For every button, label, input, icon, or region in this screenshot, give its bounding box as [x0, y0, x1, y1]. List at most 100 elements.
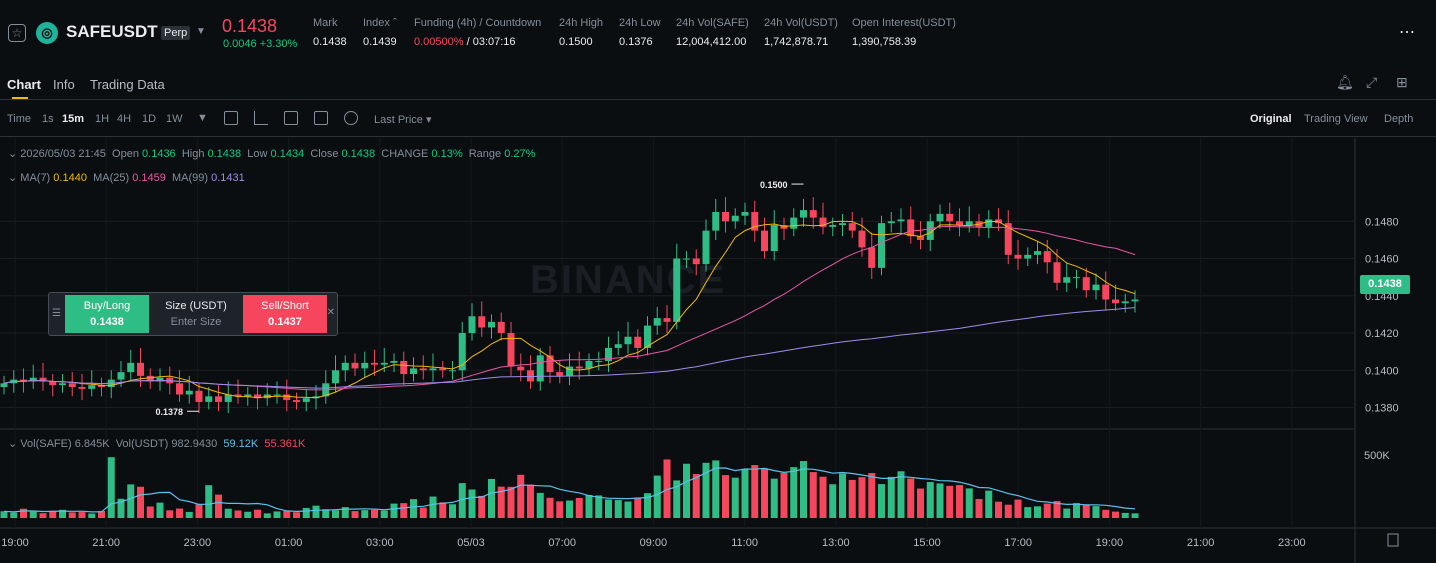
- volume-bar: [380, 510, 388, 518]
- time-tick-label: 17:00: [1004, 537, 1032, 549]
- volume-bar: [692, 474, 700, 518]
- star-icon[interactable]: ☆: [8, 24, 26, 42]
- candle-body: [127, 362, 135, 373]
- coin-logo: ◎: [36, 22, 58, 44]
- candle-body: [351, 362, 359, 369]
- time-tick-label: 07:00: [548, 537, 576, 549]
- candle-body: [790, 217, 798, 229]
- volume-bar: [176, 508, 183, 518]
- volume-bar: [361, 510, 369, 518]
- candle-body: [917, 236, 924, 240]
- chevron-down-icon[interactable]: ⌄: [8, 438, 18, 450]
- view-depth[interactable]: Depth: [1384, 113, 1414, 125]
- bell-icon[interactable]: 🔔︎: [1336, 74, 1354, 90]
- layout-grid-icon[interactable]: ⊞: [1396, 74, 1408, 90]
- candle-body: [800, 210, 807, 218]
- interval-1s[interactable]: 1s: [42, 113, 54, 125]
- expand-icon[interactable]: ⤢: [1366, 74, 1378, 90]
- drag-handle-icon[interactable]: ☰: [52, 308, 61, 319]
- interval-4h[interactable]: 4H: [117, 113, 132, 125]
- volume-bar: [751, 465, 759, 518]
- candle-body: [1043, 251, 1051, 263]
- candle-body: [458, 333, 466, 371]
- time-tick-label: 19:00: [1, 537, 29, 549]
- interval-1h[interactable]: 1H: [95, 113, 110, 125]
- indicators-icon[interactable]: [314, 111, 328, 125]
- volume-bar: [907, 478, 915, 518]
- volume-bar: [195, 504, 203, 518]
- close-icon[interactable]: ✕: [326, 307, 335, 318]
- candle-body: [29, 377, 37, 382]
- volume-bar: [644, 493, 651, 518]
- volume-bar: [1034, 506, 1041, 518]
- buy-long-button[interactable]: Buy/Long 0.1438: [65, 295, 149, 333]
- volume-bar: [107, 457, 115, 518]
- time-tick-label: 21:00: [92, 537, 120, 549]
- volume-bar: [868, 473, 876, 518]
- ma99-line: [3, 307, 1136, 389]
- volume-bar: [722, 475, 729, 518]
- volume-axis-label: 500K: [1364, 450, 1390, 462]
- interval-time[interactable]: Time: [7, 113, 32, 125]
- interval-15m[interactable]: 15m: [62, 113, 85, 125]
- calendar-icon[interactable]: [224, 111, 238, 125]
- volume-bar: [59, 509, 66, 518]
- candle-body: [692, 258, 700, 265]
- more-icon[interactable]: ⋯: [1399, 24, 1416, 41]
- interval-1d[interactable]: 1D: [142, 113, 157, 125]
- time-tick-label: 21:00: [1187, 537, 1215, 549]
- candle-body: [137, 362, 144, 376]
- volume-bar: [410, 499, 417, 518]
- settings-icon[interactable]: [344, 111, 358, 125]
- funding-rate: 0.00500%: [414, 36, 464, 48]
- candle-body: [595, 360, 603, 362]
- price-tick-label: 0.1460: [1365, 254, 1399, 266]
- volume-bar: [429, 496, 437, 518]
- line-chart-icon[interactable]: [254, 111, 268, 125]
- sell-short-button[interactable]: Sell/Short 0.1437: [243, 295, 327, 333]
- volume-bar: [20, 508, 27, 518]
- chevron-down-icon[interactable]: ⌄: [8, 172, 18, 184]
- price-type-select[interactable]: Last Price ▾: [374, 114, 432, 126]
- candle-body: [302, 398, 310, 402]
- price-chart[interactable]: 0.14800.14600.14400.14200.14000.138019:0…: [0, 138, 1436, 563]
- view-original[interactable]: Original: [1250, 113, 1292, 125]
- view-trading-view[interactable]: Trading View: [1304, 113, 1368, 125]
- candle-type-icon[interactable]: [284, 111, 298, 125]
- candle-body: [1063, 277, 1071, 283]
- stat-mark: Mark 0.1438: [313, 17, 347, 48]
- time-tick-label: 01:00: [275, 537, 303, 549]
- axes: 0.14800.14600.14400.14200.14000.138019:0…: [1, 180, 1398, 549]
- interval-1w[interactable]: 1W: [166, 113, 183, 125]
- interval-dropdown-icon[interactable]: ▼: [197, 112, 208, 124]
- volume-bar: [624, 501, 632, 518]
- volume-bar: [1014, 499, 1022, 518]
- size-input[interactable]: Size (USDT) Enter Size: [149, 295, 243, 333]
- chevron-down-icon[interactable]: ⌄: [8, 148, 18, 160]
- volume-bar: [809, 472, 817, 518]
- volume-bar: [985, 490, 993, 518]
- volume-bar: [1121, 512, 1129, 518]
- candle-body: [809, 210, 817, 218]
- volume-bar: [146, 506, 154, 518]
- candle-body: [78, 387, 86, 389]
- volume-bar: [1073, 503, 1080, 518]
- candle-body: [390, 360, 398, 363]
- candle-body: [566, 366, 573, 376]
- volume-bar: [332, 510, 339, 518]
- candle-body: [273, 394, 281, 396]
- ma-legend: ⌄ MA(7) 0.1440 MA(25) 0.1459 MA(99) 0.14…: [8, 172, 245, 184]
- symbol-name[interactable]: SAFEUSDT: [66, 22, 158, 41]
- candle-body: [20, 379, 27, 382]
- candle-body: [907, 219, 915, 237]
- volume-bar: [127, 484, 135, 518]
- tab-chart[interactable]: Chart: [7, 77, 41, 92]
- volume-bar: [273, 511, 281, 518]
- volume-bar: [1043, 503, 1051, 518]
- volume-bar: [1102, 509, 1110, 518]
- tab-trading-data[interactable]: Trading Data: [90, 77, 165, 92]
- symbol-dropdown-icon[interactable]: ▼: [196, 26, 206, 37]
- volume-bar: [156, 502, 164, 518]
- tab-info[interactable]: Info: [53, 77, 75, 92]
- volume-bar: [712, 460, 720, 518]
